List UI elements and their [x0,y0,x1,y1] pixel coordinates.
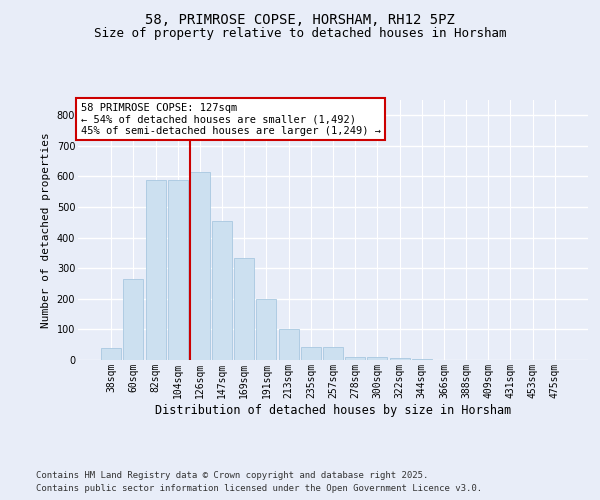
Text: Contains public sector information licensed under the Open Government Licence v3: Contains public sector information licen… [36,484,482,493]
Bar [190,172,210,360]
Bar [389,358,410,360]
Text: Size of property relative to detached houses in Horsham: Size of property relative to detached ho… [94,28,506,40]
Bar [278,330,299,360]
Text: 58 PRIMROSE COPSE: 127sqm
← 54% of detached houses are smaller (1,492)
45% of se: 58 PRIMROSE COPSE: 127sqm ← 54% of detac… [80,102,380,136]
Bar [101,348,121,360]
Text: Contains HM Land Registry data © Crown copyright and database right 2025.: Contains HM Land Registry data © Crown c… [36,471,428,480]
Y-axis label: Number of detached properties: Number of detached properties [41,132,51,328]
Bar [212,221,232,360]
X-axis label: Distribution of detached houses by size in Horsham: Distribution of detached houses by size … [155,404,511,416]
Text: 58, PRIMROSE COPSE, HORSHAM, RH12 5PZ: 58, PRIMROSE COPSE, HORSHAM, RH12 5PZ [145,12,455,26]
Bar [301,347,321,360]
Bar [256,299,277,360]
Bar [234,258,254,360]
Bar [345,357,365,360]
Bar [124,279,143,360]
Bar [168,180,188,360]
Bar [323,347,343,360]
Bar [367,357,388,360]
Bar [146,180,166,360]
